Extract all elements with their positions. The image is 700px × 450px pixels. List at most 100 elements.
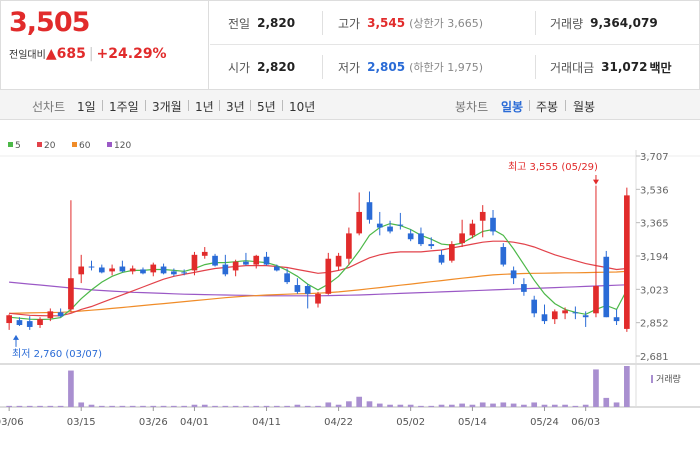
volume-bar-28 — [294, 404, 301, 407]
volume-bar-6 — [68, 370, 74, 407]
volume-bar-0 — [6, 405, 12, 407]
period-1y[interactable]: 1년 — [195, 100, 214, 114]
period-1d[interactable]: 1일 — [77, 100, 96, 114]
candle-chart-label: 봉차트 — [455, 100, 489, 114]
volume-bar-53 — [551, 404, 558, 407]
volume-bar-2 — [26, 405, 33, 407]
volume-bar-55 — [572, 405, 579, 407]
legend-label-0: 5 — [15, 141, 21, 151]
volume-bar-39 — [407, 404, 414, 407]
stat-volume: 거래량 9,364,079 — [550, 16, 658, 31]
volume-bar-49 — [510, 403, 517, 407]
candle-body-57 — [593, 286, 599, 314]
legend-swatch-1 — [37, 142, 42, 147]
candle-body-58 — [603, 256, 610, 318]
change-rate: +24.29% — [96, 46, 167, 62]
volume-bar-38 — [397, 404, 404, 407]
x-tick-label-8: 05/24 — [530, 417, 559, 428]
volume-bar-56 — [582, 404, 589, 407]
candle-daily[interactable]: 일봉 — [501, 100, 524, 114]
volume-bar-13 — [140, 405, 146, 407]
x-tick-label-2: 03/26 — [139, 417, 168, 428]
candle-body-41 — [428, 244, 435, 247]
x-tick-label-6: 05/02 — [396, 417, 425, 428]
line-chart-label: 선차트 — [32, 100, 66, 114]
stat-high: 고가 3,545 (상한가 3,665) — [338, 16, 483, 31]
volume-bar-50 — [521, 404, 527, 407]
volume-bar-57 — [593, 369, 599, 407]
change-value: 685 — [56, 46, 86, 62]
candle-body-24 — [253, 255, 260, 265]
candle-body-39 — [407, 233, 414, 240]
candle-body-25 — [263, 256, 270, 265]
volume-bar-29 — [304, 405, 311, 407]
x-tick-label-3: 04/01 — [180, 417, 209, 428]
candle-body-60 — [624, 195, 630, 329]
stock-chart: 5 20 60 120 3,707 3,536 3,365 3,194 3,023 2,852 2,… — [0, 141, 700, 428]
volume-bar-15 — [160, 405, 167, 407]
candle-body-45 — [469, 223, 476, 236]
volume-bar-54 — [562, 404, 568, 407]
candle-body-52 — [541, 314, 548, 322]
volume-bar-30 — [315, 405, 321, 407]
volume-bar-59 — [613, 402, 620, 407]
volume-bar-3 — [37, 405, 43, 407]
candle-body-17 — [181, 272, 187, 274]
candle-body-54 — [562, 310, 568, 314]
volume-bar-22 — [232, 405, 239, 407]
candle-body-26 — [273, 266, 280, 271]
candle-body-6 — [68, 278, 74, 310]
volume-bar-47 — [490, 403, 496, 407]
candle-body-0 — [6, 315, 12, 324]
candle-body-59 — [613, 317, 620, 322]
candle-monthly[interactable]: 월봉 — [573, 100, 596, 114]
period-5y[interactable]: 5년 — [257, 100, 276, 114]
candle-body-13 — [140, 269, 146, 274]
candle-weekly[interactable]: 주봉 — [536, 100, 559, 114]
x-tick-label-9: 06/03 — [571, 417, 600, 428]
candle-body-34 — [356, 211, 363, 234]
high-annotation: 최고 3,555 (05/29) — [508, 161, 598, 173]
candle-body-30 — [315, 293, 321, 304]
period-3m[interactable]: 3개월 — [152, 100, 182, 114]
candle-body-5 — [57, 312, 64, 317]
legend-swatch-3 — [107, 142, 112, 147]
volume-bar-42 — [438, 404, 445, 407]
candle-body-14 — [150, 264, 157, 273]
volume-bar-10 — [109, 405, 115, 407]
candle-body-23 — [243, 261, 249, 265]
legend-label-2: 60 — [79, 141, 91, 151]
candle-body-2 — [26, 321, 33, 327]
x-tick-label-5: 04/22 — [324, 417, 353, 428]
candle-body-42 — [438, 254, 445, 263]
volume-bar-12 — [129, 405, 136, 407]
candle-body-38 — [397, 224, 404, 226]
volume-bar-43 — [449, 404, 455, 407]
candle-body-3 — [37, 319, 43, 326]
volume-bar-45 — [469, 404, 476, 407]
y-tick-label-1: 3,536 — [640, 185, 669, 196]
candle-body-43 — [449, 244, 455, 261]
candle-body-37 — [387, 226, 393, 232]
volume-bar-4 — [47, 405, 54, 407]
volume-bar-23 — [243, 405, 249, 407]
candle-body-55 — [572, 312, 579, 314]
period-3y[interactable]: 3년 — [226, 100, 245, 114]
volume-bar-41 — [428, 405, 435, 407]
candle-body-44 — [459, 233, 465, 244]
volume-bar-7 — [78, 402, 85, 407]
y-tick-label-5: 2,852 — [640, 319, 669, 330]
candle-body-36 — [376, 223, 383, 228]
x-tick-label-1: 03/15 — [67, 417, 96, 428]
y-tick-label-3: 3,194 — [640, 252, 669, 263]
period-1w[interactable]: 1주일 — [109, 100, 139, 114]
volume-bar-20 — [212, 405, 218, 407]
candle-body-35 — [366, 202, 373, 220]
y-tick-label-2: 3,365 — [640, 219, 669, 230]
candle-body-32 — [335, 255, 342, 267]
candle-body-47 — [490, 217, 496, 232]
volume-bar-58 — [603, 397, 610, 407]
volume-bar-32 — [335, 404, 342, 407]
volume-bar-8 — [88, 404, 95, 407]
period-10y[interactable]: 10년 — [289, 100, 316, 114]
